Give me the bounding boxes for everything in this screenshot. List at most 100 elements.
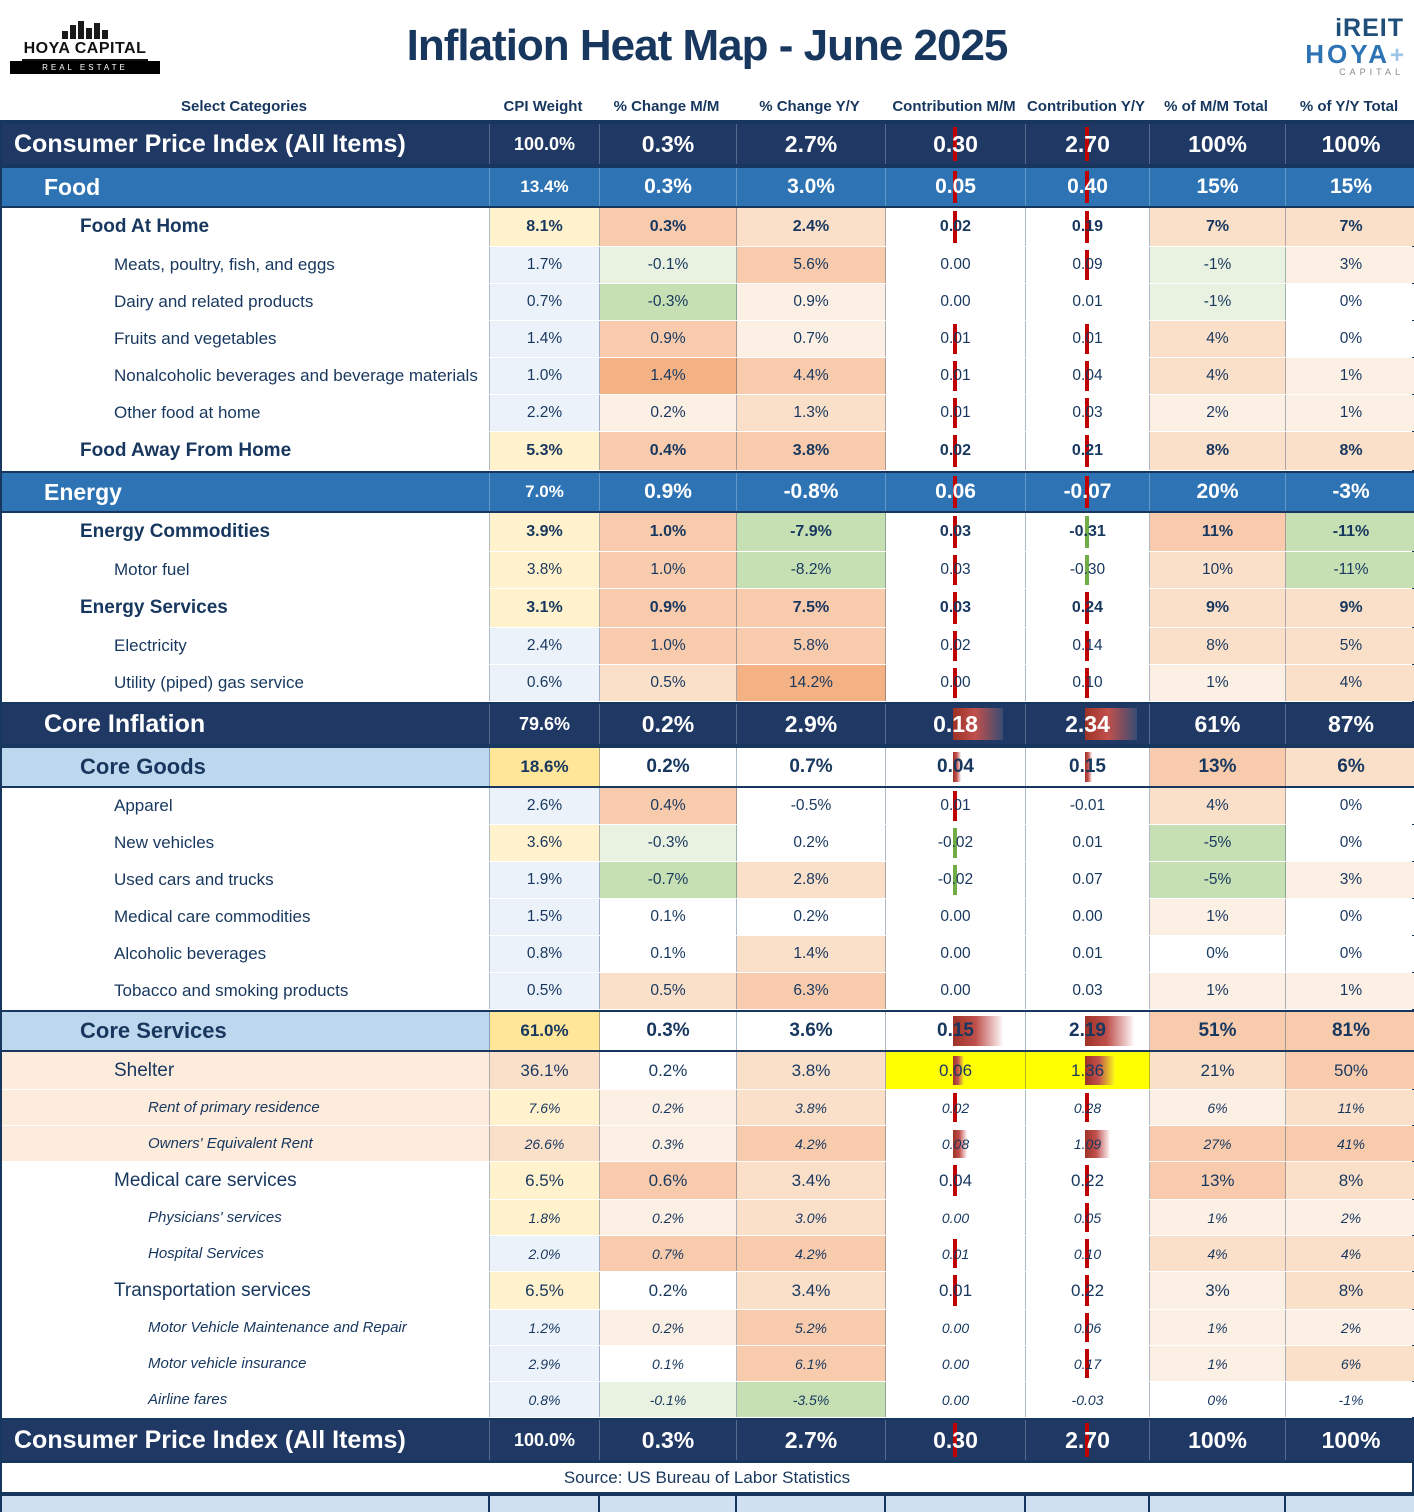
table-cell: 8% [1286,1162,1414,1199]
plus-icon: + [1389,41,1404,69]
row-label: Airline fares [2,1382,490,1417]
table-cell: 3.8% [737,432,886,470]
table-cell: 0.22 [1026,1162,1150,1199]
table-row: Energy Services 3.1% 0.9% 7.5% 0.03 0.24 9% 9% [2,589,1414,628]
table-cell: 1.3% [737,395,886,431]
table-cell: 0.00 [886,1200,1026,1235]
table-cell: 0.2% [600,1272,737,1309]
table-cell: 0.02 [886,628,1026,664]
table-row: Physicians' services 1.8% 0.2% 3.0% 0.00 0.05… [2,1200,1414,1236]
table-row: Energy 7.0% 0.9% -0.8% 0.06 -0.07 20% -3% [2,471,1414,513]
contribution-bar [1085,360,1090,392]
row-label: Alcoholic beverages [2,936,490,972]
table-cell: -0.1% [600,247,737,283]
row-label: Food [2,168,490,206]
table-cell: 0.00 [886,1382,1026,1417]
table-cell: 0.1% [600,899,737,935]
table-row: Fruits and vegetables 1.4% 0.9% 0.7% 0.01 0.0… [2,321,1414,358]
table-cell: 0.2% [600,1052,737,1089]
table-cell: 3.1% [490,589,600,627]
table-cell: 0.3% [600,1126,737,1161]
table-cell: 8% [1286,1272,1414,1309]
table-cell: 0.01 [886,788,1026,824]
contribution-bar [952,1164,957,1197]
table-cell: -0.30 [1026,552,1150,588]
row-label: Shelter [2,1052,490,1089]
row-label: Medical care commodities [2,899,490,935]
table-row: Shelter 36.1% 0.2% 3.8% 0.06 1.36 21% 50% [2,1052,1414,1090]
table-cell: 15% [1150,168,1286,206]
table-cell: 7.5% [737,589,886,627]
table-cell: 3.8% [737,1052,886,1089]
table-cell: 5% [1286,628,1414,664]
table-row: Hospital Services 2.0% 0.7% 4.2% 0.01 0.10 4% 4… [2,1236,1414,1272]
table-cell: 6% [1286,1346,1414,1381]
source-text: Source: US Bureau of Labor Statistics [563,1467,851,1487]
table-cell: 0.7% [490,284,600,320]
table-cell: 3.8% [737,1090,886,1125]
contribution-bar [952,1274,957,1307]
table-cell: 100% [1150,1420,1286,1460]
table-cell: 1% [1150,973,1286,1009]
table-cell: 0.2% [600,748,737,786]
table-cell: 1.36 [1026,1052,1150,1089]
table-cell: -0.3% [600,284,737,320]
table-cell: -0.3% [600,825,737,861]
row-label: Consumer Price Index (All Items) [2,1420,490,1460]
table-cell: 2.70 [1026,124,1150,164]
table-cell: 1.0% [600,513,737,551]
table-cell: 100% [1286,124,1414,164]
table-cell: 0.00 [886,899,1026,935]
table-cell: 1.4% [737,936,886,972]
row-label: Food Away From Home [2,432,490,470]
table-cell: 2.34 [1026,704,1150,744]
table-cell: 0.00 [1026,899,1150,935]
table-cell: 1% [1286,358,1414,394]
table-cell: 0.30 [886,124,1026,164]
table-cell: 8% [1150,628,1286,664]
table-cell: 7% [1286,208,1414,246]
table-cell: 0.2% [600,395,737,431]
partial-cell [600,1496,737,1512]
contribution-bar [1085,630,1090,662]
table-cell: 3.8% [490,552,600,588]
table-cell: 0% [1286,284,1414,320]
table-cell: -5% [1150,862,1286,898]
column-header: % Change Y/Y [759,97,860,115]
contribution-bar [952,667,957,699]
table-cell: 2.7% [737,124,886,164]
table-cell: 3% [1286,862,1414,898]
table-cell: 0.9% [600,589,737,627]
table-cell: 0.08 [886,1126,1026,1161]
table-cell: -0.07 [1026,473,1150,511]
table-cell: 6.1% [737,1346,886,1381]
table-cell: 0.00 [886,1346,1026,1381]
table-cell: 0.04 [886,1162,1026,1199]
table-cell: 0.18 [886,704,1026,744]
contribution-bar [952,1423,957,1457]
table-row: Meats, poultry, fish, and eggs 1.7% -0.1% 5… [2,247,1414,284]
table-cell: -3.5% [737,1382,886,1417]
table-cell: 1.8% [490,1200,600,1235]
table-cell: 0.15 [886,1012,1026,1050]
table-cell: 5.3% [490,432,600,470]
table-cell: 4% [1150,788,1286,824]
table-cell: 0.21 [1026,432,1150,470]
table-cell: 0.3% [600,168,737,206]
partial-cell [737,1496,886,1512]
contribution-bar [1085,667,1090,699]
table-cell: 0.19 [1026,208,1150,246]
row-label: Owners' Equivalent Rent [2,1126,490,1161]
contribution-bar [952,708,1003,740]
table-cell: 0.03 [886,552,1026,588]
row-label: Food At Home [2,208,490,246]
table-cell: 13% [1150,1162,1286,1199]
table-row: Consumer Price Index (All Items) 100.0% 0.… [2,1418,1414,1462]
table-cell: 3.0% [737,1200,886,1235]
table-row: Core Services 61.0% 0.3% 3.6% 0.15 2.19 51% 81% [2,1010,1414,1052]
contribution-bar [1085,1092,1090,1123]
table-cell: 3% [1286,247,1414,283]
table-cell: 9% [1286,589,1414,627]
table-cell: 4.2% [737,1126,886,1161]
row-label: Used cars and trucks [2,862,490,898]
